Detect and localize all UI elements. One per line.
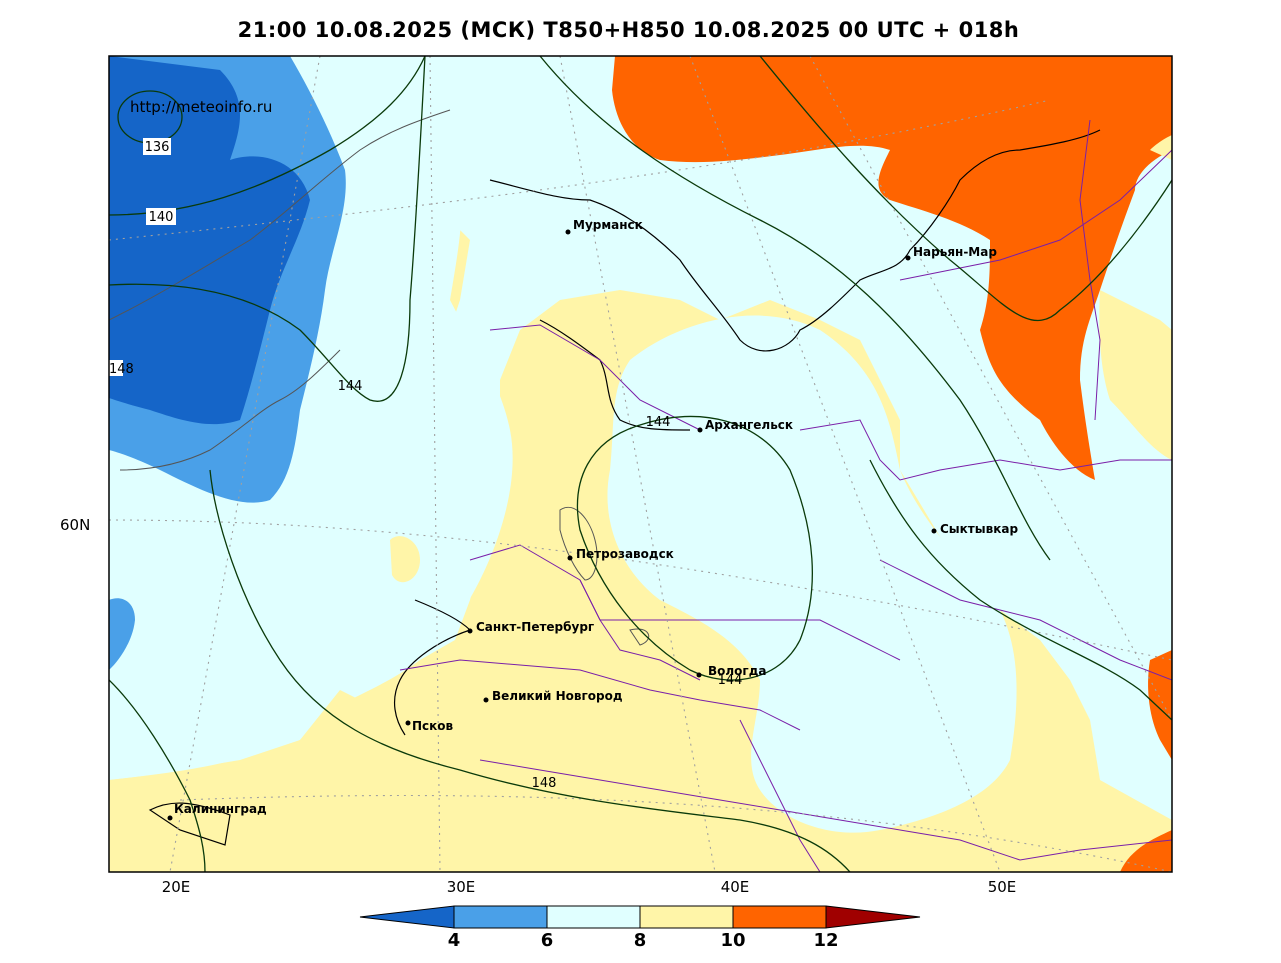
city-dot [697,427,703,433]
colorbar-tick: 8 [633,930,647,951]
temp-band-10-12 [612,56,1172,480]
city-dot [467,628,473,634]
colorbar-segment-8-10 [639,905,734,929]
white-sea-coast [489,129,1101,352]
parallel-70n [109,99,1051,241]
temp-band-8-10-ridge-2 [1150,135,1172,160]
contour-144-ne [759,56,1172,322]
contour-label: 144 [646,415,671,430]
contour-label: 144 [718,673,743,688]
map-frame [108,55,1173,873]
city-markers: Мурманск Нарьян-Мар Архангельск Сыктывка… [167,218,1018,821]
lon-label-30e: 30E [446,878,476,896]
meridian-30e [429,56,441,872]
colorbar-segment-below-4 [359,905,455,929]
contour-label: 148 [109,362,134,377]
city-label-kaliningrad: Калининград [174,802,267,816]
border-8 [579,579,901,661]
border-5 [899,149,1172,281]
border-9 [739,719,821,872]
colorbar-segment-4-6 [453,905,548,929]
contour-label-bg [146,208,176,225]
contour-148-west [109,679,206,872]
contour-144-east [539,56,1051,561]
city-label-arkhangelsk: Архангельск [705,418,793,432]
contour-label: 144 [338,379,363,394]
border-10 [1079,119,1101,421]
colorbar-segment-6-8 [546,905,641,929]
city-dot [567,555,573,561]
city-dot [483,697,489,703]
colorbar-tick: 4 [447,930,461,951]
kaliningrad-coast [148,802,231,846]
city-label-vologda: Вологда [708,664,766,678]
contour-148 [209,469,851,872]
city-label-murmansk: Мурманск [573,218,643,232]
temp-band-8-10-patch [109,690,400,872]
lon-label-20e: 20E [161,878,191,896]
city-dot [931,528,937,534]
city-dot [696,672,702,678]
lat-label-60n: 60N [60,516,91,534]
contour-144-closed [576,415,813,681]
colorbar-segment-above-12 [825,905,921,929]
city-label-veliky-novgorod: Великий Новгород [492,689,623,703]
city-dot [167,815,173,821]
temperature-field [109,56,1172,872]
contour-label-bg [109,360,123,376]
city-label-naryan-mar: Нарьян-Мар [913,245,997,259]
lakes-karelia [559,507,650,646]
contour-148-east [869,459,1172,721]
border-4 [799,419,1172,481]
contour-label: 136 [145,140,170,155]
temp-band-4-6-small [109,598,135,670]
contour-144-north [109,56,426,402]
contour-label: 148 [532,776,557,791]
lon-label-40e: 40E [720,878,750,896]
city-label-syktyvkar: Сыктывкар [940,522,1018,536]
lon-label-50e: 50E [987,878,1017,896]
colorbar-tick: 6 [540,930,554,951]
parallel-55n [179,794,1172,872]
meridian-60e [809,56,1172,721]
colorbar-tick: 10 [720,930,746,951]
kola-coast [539,319,691,431]
contour-labels: 136 140 144 144 144 148 148 [109,138,742,791]
baltic-coast [393,599,472,736]
border-3 [399,659,801,731]
map-title: 21:00 10.08.2025 (МСК) T850+H850 10.08.2… [237,18,1020,42]
city-label-saint-petersburg: Санкт-Петербург [476,620,594,634]
border-1 [489,324,701,431]
city-dot [905,255,911,261]
coastlines [109,109,1101,846]
contour-label: 140 [149,210,174,225]
height-contours [109,56,1172,872]
temp-band-8-10-ridge [1099,290,1172,460]
temp-band-10-12-corner [1120,830,1172,872]
graticule [109,56,1172,872]
colorbar-tick: 12 [813,930,839,951]
border-6 [879,559,1172,681]
city-label-petrozavodsk: Петрозаводск [576,547,674,561]
colorbar-segment-10-12 [732,905,827,929]
colorbar [359,905,921,929]
city-label-pskov: Псков [412,719,454,733]
city-dot [565,229,571,235]
contour-label-bg [143,138,171,155]
finland-sweden-coast [109,109,451,471]
city-dot [405,720,411,726]
meridian-20e [169,56,321,872]
watermark-url: http://meteoinfo.ru [130,98,272,116]
temp-band-8-10-patch-2 [390,536,420,583]
